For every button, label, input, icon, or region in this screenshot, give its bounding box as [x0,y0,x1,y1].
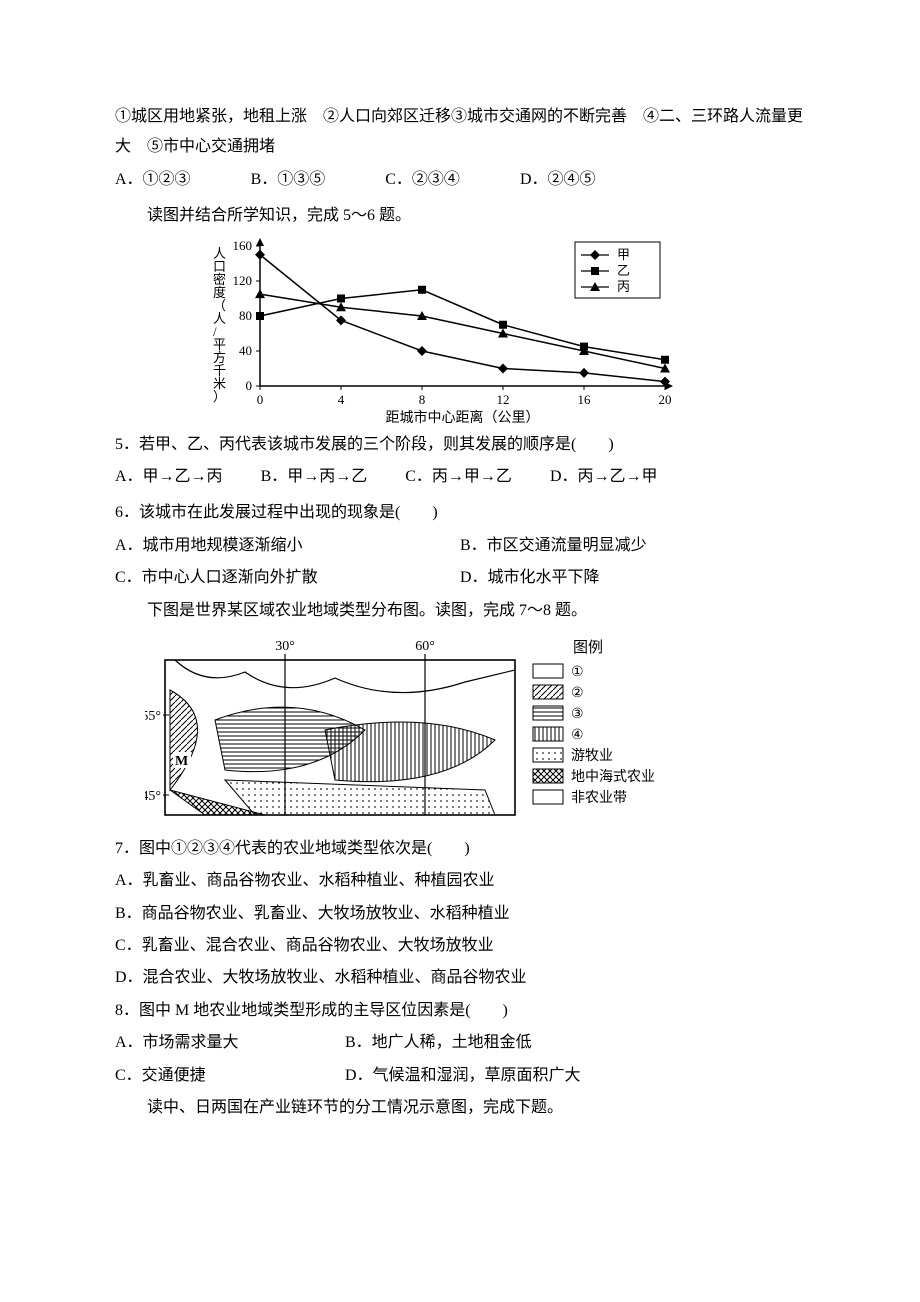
q4-opt-d[interactable]: D．②④⑤ [520,165,596,195]
svg-text:8: 8 [419,392,426,407]
q5-stem: 5．若甲、乙、丙代表该城市发展的三个阶段，则其发展的顺序是( ) [115,430,805,460]
svg-text:甲: 甲 [617,247,630,262]
q5-opt-a[interactable]: A．甲→乙→丙 [115,462,223,492]
svg-text:）: ） [213,389,226,404]
q8-opt-d[interactable]: D．气候温和湿润，草原面积广大 [345,1061,805,1091]
intro-78: 下图是世界某区域农业地域类型分布图。读图，完成 7～8 题。 [115,596,805,626]
svg-text:③: ③ [571,707,584,722]
svg-text:45°: 45° [145,789,161,804]
svg-text:30°: 30° [275,639,295,654]
q5-opt-d[interactable]: D．丙→乙→甲 [550,462,658,492]
svg-text:120: 120 [233,273,253,288]
agriculture-region-map: M 30° 60° 55° 45° 图例 ① ② ③ ④ 游牧业地中海式农业非农业带 [145,630,665,830]
q8-opt-b[interactable]: B．地广人稀，土地租金低 [345,1028,805,1058]
svg-text:非农业带: 非农业带 [571,790,627,806]
q7-opt-c[interactable]: C．乳畜业、混合农业、商品谷物农业、大牧场放牧业 [115,931,805,961]
svg-text:图例: 图例 [573,639,603,656]
q6-options: A．城市用地规模逐渐缩小 B．市区交通流量明显减少 [115,531,805,561]
q7-opt-a[interactable]: A．乳畜业、商品谷物农业、水稻种植业、种植园农业 [115,866,805,896]
q6-opt-d[interactable]: D．城市化水平下降 [460,563,805,593]
svg-text:4: 4 [338,392,345,407]
svg-text:游牧业: 游牧业 [571,748,613,764]
q4-opt-a[interactable]: A．①②③ [115,165,191,195]
svg-text:M: M [175,754,188,769]
q8-options: A．市场需求量大 B．地广人稀，土地租金低 [115,1028,805,1058]
q8-opt-c[interactable]: C．交通便捷 [115,1061,345,1091]
svg-text:距城市中心距离（公里）: 距城市中心距离（公里） [386,409,540,426]
q7-stem: 7．图中①②③④代表的农业地域类型依次是( ) [115,834,805,864]
q4-intro: ①城区用地紧张，地租上涨 ②人口向郊区迁移③城市交通网的不断完善 ④二、三环路人… [115,102,805,163]
q4-opt-c[interactable]: C．②③④ [385,165,460,195]
svg-text:0: 0 [257,392,264,407]
q5-options: A．甲→乙→丙 B．甲→丙→乙 C．丙→甲→乙 D．丙→乙→甲 [115,462,805,492]
q8-stem: 8．图中 M 地农业地域类型形成的主导区位因素是( ) [115,996,805,1026]
svg-text:④: ④ [571,728,584,743]
q5-opt-c[interactable]: C．丙→甲→乙 [405,462,512,492]
q5-opt-b[interactable]: B．甲→丙→乙 [261,462,368,492]
svg-text:①: ① [571,665,584,680]
q8-options-2: C．交通便捷 D．气候温和湿润，草原面积广大 [115,1061,805,1091]
svg-text:丙: 丙 [617,279,630,294]
q6-opt-a[interactable]: A．城市用地规模逐渐缩小 [115,531,460,561]
q6-options-2: C．市中心人口逐渐向外扩散 D．城市化水平下降 [115,563,805,593]
svg-text:12: 12 [497,392,510,407]
intro-9: 读中、日两国在产业链环节的分工情况示意图，完成下题。 [115,1093,805,1123]
q4-options: A．①②③ B．①③⑤ C．②③④ D．②④⑤ [115,165,805,195]
q4-opt-b[interactable]: B．①③⑤ [251,165,326,195]
svg-text:80: 80 [239,308,252,323]
q6-stem: 6．该城市在此发展过程中出现的现象是( ) [115,498,805,528]
svg-text:40: 40 [239,343,252,358]
svg-text:0: 0 [246,378,253,393]
q8-opt-a[interactable]: A．市场需求量大 [115,1028,345,1058]
q6-opt-c[interactable]: C．市中心人口逐渐向外扩散 [115,563,460,593]
svg-text:地中海式农业: 地中海式农业 [571,769,655,785]
svg-text:55°: 55° [145,709,161,724]
intro-56: 读图并结合所学知识，完成 5～6 题。 [115,201,805,231]
svg-text:乙: 乙 [617,263,630,278]
q6-opt-b[interactable]: B．市区交通流量明显减少 [460,531,805,561]
population-density-chart: 04080120160048121620距城市中心距离（公里）人口密度（人/平方… [195,236,685,426]
svg-text:20: 20 [659,392,672,407]
svg-text:16: 16 [578,392,592,407]
svg-text:160: 160 [233,238,253,253]
q7-opt-d[interactable]: D．混合农业、大牧场放牧业、水稻种植业、商品谷物农业 [115,963,805,993]
svg-text:②: ② [571,686,584,701]
svg-text:60°: 60° [415,639,435,654]
q7-opt-b[interactable]: B．商品谷物农业、乳畜业、大牧场放牧业、水稻种植业 [115,899,805,929]
